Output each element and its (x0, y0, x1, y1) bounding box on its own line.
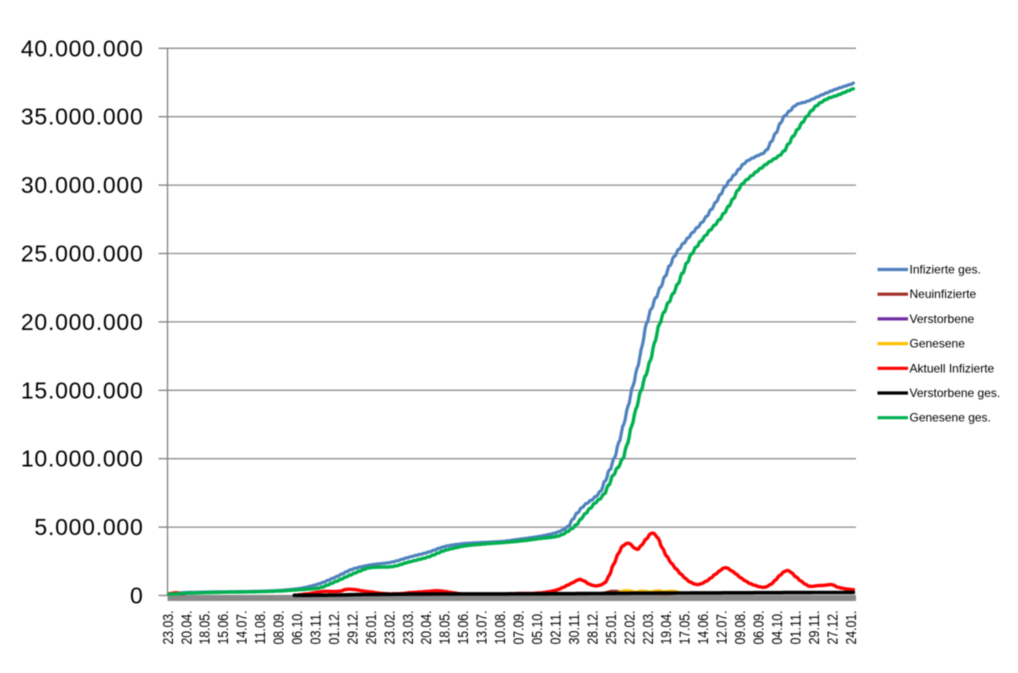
svg-text:Infizierte ges.: Infizierte ges. (910, 263, 981, 277)
svg-text:23.02.: 23.02. (381, 611, 398, 645)
svg-text:28.12.: 28.12. (584, 611, 601, 645)
svg-text:01.11.: 01.11. (787, 611, 804, 645)
svg-text:11.08.: 11.08. (252, 611, 269, 645)
svg-text:02.11.: 02.11. (548, 611, 565, 645)
svg-text:10.000.000: 10.000.000 (21, 446, 144, 472)
svg-text:08.09.: 08.09. (271, 611, 288, 645)
svg-text:19.04.: 19.04. (658, 611, 675, 645)
svg-text:20.04.: 20.04. (178, 611, 195, 645)
svg-text:0: 0 (130, 583, 144, 609)
svg-text:09.08.: 09.08. (732, 611, 749, 645)
svg-text:35.000.000: 35.000.000 (21, 104, 144, 130)
svg-text:23.03.: 23.03. (160, 611, 177, 645)
svg-text:12.07.: 12.07. (714, 611, 731, 645)
svg-text:23.03.: 23.03. (400, 611, 417, 645)
svg-text:20.000.000: 20.000.000 (21, 309, 144, 335)
svg-text:15.06.: 15.06. (215, 611, 232, 645)
svg-text:24.01.: 24.01. (843, 611, 860, 645)
svg-text:25.000.000: 25.000.000 (21, 241, 144, 267)
svg-text:40.000.000: 40.000.000 (21, 35, 144, 61)
svg-text:25.01.: 25.01. (603, 611, 620, 645)
svg-text:06.09.: 06.09. (751, 611, 768, 645)
svg-text:17.05.: 17.05. (677, 611, 694, 645)
svg-text:15.06.: 15.06. (455, 611, 472, 645)
svg-text:18.05.: 18.05. (197, 611, 214, 645)
svg-text:06.10.: 06.10. (289, 611, 306, 645)
svg-text:05.10.: 05.10. (529, 611, 546, 645)
svg-text:Verstorbene: Verstorbene (910, 312, 975, 326)
svg-text:Verstorbene ges.: Verstorbene ges. (910, 386, 1001, 400)
svg-text:Genesene: Genesene (910, 337, 966, 351)
svg-text:18.05.: 18.05. (437, 611, 454, 645)
svg-text:20.04.: 20.04. (418, 611, 435, 645)
svg-text:14.07.: 14.07. (234, 611, 251, 645)
svg-text:5.000.000: 5.000.000 (34, 514, 143, 540)
svg-text:30.000.000: 30.000.000 (21, 172, 144, 198)
svg-text:01.12.: 01.12. (326, 611, 343, 645)
svg-text:15.000.000: 15.000.000 (21, 377, 144, 403)
svg-text:03.11.: 03.11. (308, 611, 325, 645)
svg-text:Neuinfizierte: Neuinfizierte (910, 287, 977, 301)
svg-text:13.07.: 13.07. (474, 611, 491, 645)
svg-text:29.11.: 29.11. (806, 611, 823, 645)
svg-text:30.11.: 30.11. (566, 611, 583, 645)
svg-text:10.08.: 10.08. (492, 611, 509, 645)
svg-text:14.06.: 14.06. (695, 611, 712, 645)
svg-text:04.10.: 04.10. (769, 611, 786, 645)
svg-text:22.02.: 22.02. (621, 611, 638, 645)
svg-text:Genesene ges.: Genesene ges. (910, 411, 991, 425)
svg-text:26.01.: 26.01. (363, 611, 380, 645)
svg-text:27.12.: 27.12. (824, 611, 841, 645)
svg-text:22.03.: 22.03. (640, 611, 657, 645)
svg-text:29.12.: 29.12. (344, 611, 361, 645)
svg-text:07.09.: 07.09. (511, 611, 528, 645)
svg-text:Aktuell Infizierte: Aktuell Infizierte (910, 361, 995, 375)
